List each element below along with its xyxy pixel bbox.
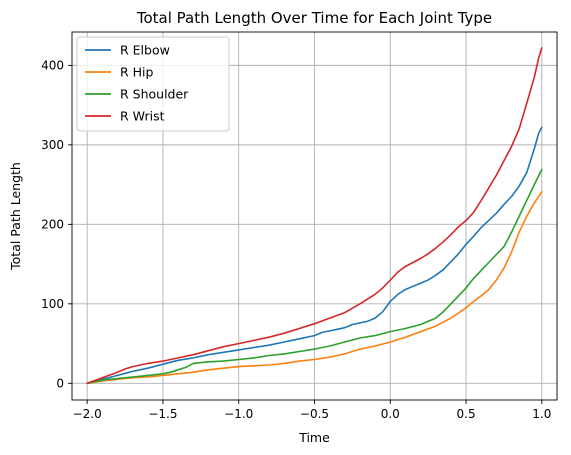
y-tick-label: 200 [41, 217, 64, 231]
x-tick-label: −1.5 [148, 407, 177, 421]
x-tick-label: 1.0 [532, 407, 551, 421]
series-lines [86, 47, 543, 385]
y-tick-label: 100 [41, 297, 64, 311]
series-line-r-elbow [86, 126, 543, 385]
x-tick-label: 0.5 [457, 407, 476, 421]
series-line-r-hip [86, 191, 543, 385]
x-tick-label: −0.5 [300, 407, 329, 421]
y-axis-label: Total Path Length [8, 162, 23, 271]
axis-ticks: −2.0 −1.5 −1.0 −0.5 0.0 0.5 1.0 0 100 200 300 400 [41, 58, 551, 421]
series-line-r-wrist [86, 47, 543, 385]
chart-title: Total Path Length Over Time for Each Joi… [136, 9, 492, 27]
legend-label-r-elbow: R Elbow [120, 43, 170, 58]
legend-label-r-wrist: R Wrist [120, 109, 165, 124]
legend-label-r-hip: R Hip [120, 65, 154, 80]
y-tick-label: 400 [41, 58, 64, 72]
series-line-r-shoulder [86, 168, 543, 385]
x-tick-label: −1.0 [224, 407, 253, 421]
legend-label-r-shoulder: R Shoulder [120, 87, 189, 102]
y-tick-label: 300 [41, 138, 64, 152]
x-tick-label: 0.0 [381, 407, 400, 421]
legend-box [76, 36, 230, 132]
x-tick-label: −2.0 [73, 407, 102, 421]
legend: R Elbow R Hip R Shoulder R Wrist [76, 36, 230, 132]
y-tick-label: 0 [56, 376, 64, 390]
x-axis-label: Time [298, 430, 330, 445]
